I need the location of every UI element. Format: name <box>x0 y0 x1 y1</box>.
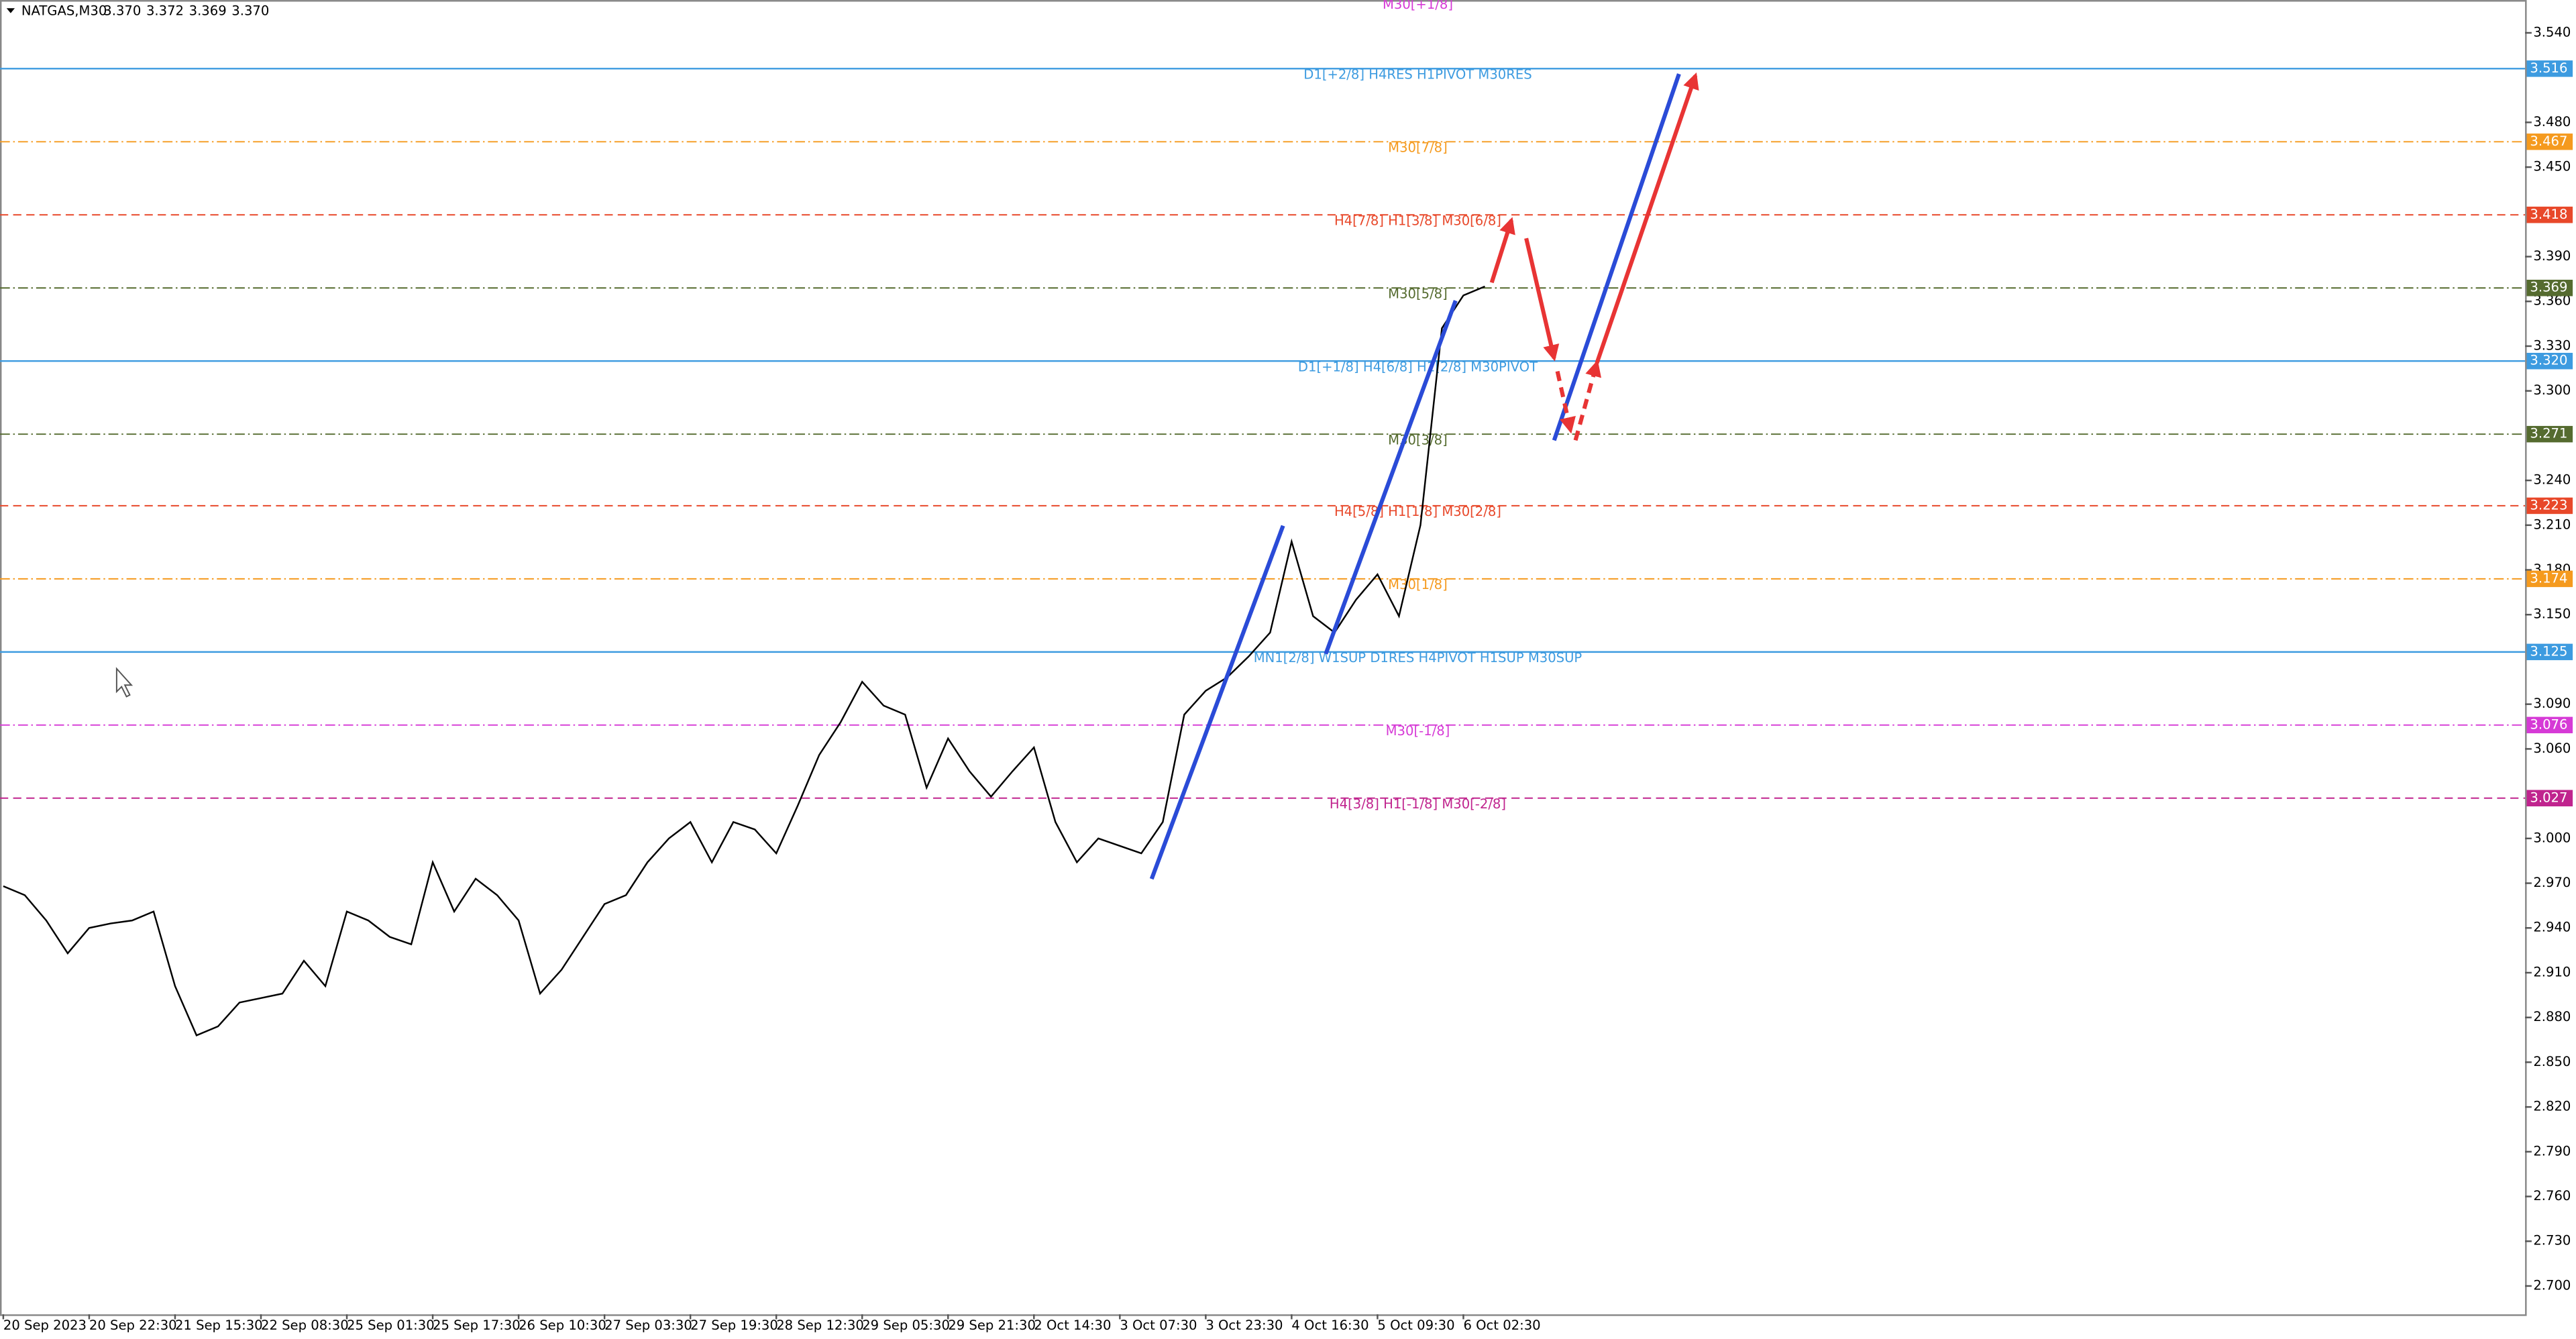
price-label: 3.076 <box>2530 716 2567 732</box>
x-tick-label: 29 Sep 05:30 <box>862 1318 950 1333</box>
y-tick-label: 3.360 <box>2533 293 2571 309</box>
y-tick-label: 3.090 <box>2533 696 2571 711</box>
annotations <box>115 72 1699 880</box>
arrow <box>1595 72 1699 364</box>
y-tick-label: 2.730 <box>2533 1233 2571 1248</box>
price-label: 3.418 <box>2530 207 2567 222</box>
level-label: H4[3/8] H1[-1/8] M30[-2/8] <box>1330 796 1506 812</box>
level-label: D1[+1/8] H4[6/8] H1[2/8] M30PIVOT <box>1298 360 1538 375</box>
x-tick-label: 4 Oct 16:30 <box>1291 1318 1368 1333</box>
level-label: H4[7/8] H1[3/8] M30[6/8] <box>1334 213 1501 229</box>
x-tick-label: 2 Oct 14:30 <box>1034 1318 1111 1333</box>
series <box>3 285 1485 1036</box>
price-label: 3.516 <box>2530 60 2567 76</box>
price-label: 3.174 <box>2530 570 2567 586</box>
axes: 3.540 3.480 3.450 3.390 3.360 3.330 3.300 3.240… <box>2 24 2573 1333</box>
y-tick-label: 3.150 <box>2533 606 2571 622</box>
trend-line <box>1149 525 1285 880</box>
price-label: 3.369 <box>2530 280 2567 295</box>
price-box <box>2526 790 2573 807</box>
price-label: 3.027 <box>2530 790 2567 805</box>
price-box <box>2526 643 2573 661</box>
y-tick-label: 2.850 <box>2533 1054 2571 1069</box>
price-box <box>2526 133 2573 150</box>
y-tick-label: 2.700 <box>2533 1277 2571 1293</box>
x-tick-label: 6 Oct 02:30 <box>1463 1318 1540 1333</box>
y-tick-label: 3.060 <box>2533 741 2571 756</box>
y-tick-label: 3.330 <box>2533 337 2571 353</box>
x-tick-label: 25 Sep 01:30 <box>347 1318 435 1333</box>
price-box <box>2526 279 2573 297</box>
y-tick-label: 2.880 <box>2533 1009 2571 1024</box>
plot-frame <box>0 0 2527 1316</box>
level-label: M30[3/8] <box>1388 432 1448 447</box>
trend-line <box>1324 300 1458 655</box>
x-tick-label: 26 Sep 10:30 <box>519 1318 606 1333</box>
y-tick-label: 2.790 <box>2533 1143 2571 1159</box>
y-tick-label: 2.820 <box>2533 1099 2571 1114</box>
level-label: MN1[2/8] W1SUP D1RES H4PIVOT H1SUP M30SU… <box>1254 650 1582 665</box>
quote: 3.370 <box>231 3 269 19</box>
trend-line <box>1552 73 1681 441</box>
price-label: 3.223 <box>2530 497 2567 513</box>
arrow <box>1573 360 1601 441</box>
arrow <box>1524 237 1560 362</box>
header-arrow <box>6 8 15 13</box>
level-label: D1[+2/8] H4RES H1PIVOT M30RES <box>1303 67 1532 83</box>
arrow <box>1555 370 1576 434</box>
y-tick-label: 2.970 <box>2533 875 2571 890</box>
price-box <box>2526 570 2573 588</box>
x-tick-label: 20 Sep 2023 <box>3 1318 87 1333</box>
levels: D1[+2/8] H4RES H1PIVOT M30RES M30[7/8] H4[… <box>0 67 2526 812</box>
x-tick-label: 29 Sep 21:30 <box>948 1318 1036 1333</box>
level-label: M30[1/8] <box>1388 577 1448 592</box>
x-tick-label: 27 Sep 19:30 <box>690 1318 778 1333</box>
x-tick-label: 3 Oct 23:30 <box>1205 1318 1283 1333</box>
price-box <box>2526 716 2573 734</box>
x-tick-label: 3 Oct 07:30 <box>1120 1318 1197 1333</box>
price-box <box>2526 425 2573 443</box>
y-tick-label: 3.240 <box>2533 472 2571 488</box>
price-label: 3.125 <box>2530 643 2567 659</box>
y-tick-label: 2.760 <box>2533 1188 2571 1203</box>
y-tick-label: 3.000 <box>2533 830 2571 845</box>
level-label: M30[-1/8] <box>1386 723 1450 739</box>
y-tick-label: 3.210 <box>2533 517 2571 532</box>
level-label: M30[5/8] <box>1388 286 1448 302</box>
price-box <box>2526 207 2573 223</box>
y-tick-label: 3.390 <box>2533 248 2571 264</box>
quote: 3.372 <box>146 3 184 19</box>
y-tick-label: 2.910 <box>2533 964 2571 979</box>
quote: 3.369 <box>189 3 227 19</box>
y-tick-label: 3.300 <box>2533 382 2571 398</box>
x-tick-label: 28 Sep 12:30 <box>776 1318 864 1333</box>
symbol: NATGAS,M30 <box>21 3 107 19</box>
price-label: 3.271 <box>2530 426 2567 441</box>
x-tick-label: 5 Oct 09:30 <box>1377 1318 1454 1333</box>
cursor <box>115 667 133 698</box>
y-tick-label: 3.540 <box>2533 24 2571 40</box>
y-tick-label: 3.480 <box>2533 114 2571 129</box>
x-tick-label: 20 Sep 22:30 <box>89 1318 177 1333</box>
x-tick-label: 27 Sep 03:30 <box>604 1318 692 1333</box>
quote: 3.370 <box>103 3 141 19</box>
arrow <box>1489 217 1515 284</box>
price-box <box>2526 60 2573 77</box>
level-label: M30[7/8] <box>1388 140 1448 156</box>
price-box <box>2526 352 2573 370</box>
y-tick-label: 3.450 <box>2533 159 2571 174</box>
price-box <box>2526 497 2573 515</box>
level-label: M30[+1/8] <box>1383 0 1453 12</box>
x-tick-label: 22 Sep 08:30 <box>261 1318 349 1333</box>
x-tick-label: 21 Sep 15:30 <box>175 1318 263 1333</box>
y-tick-label: 2.940 <box>2533 920 2571 935</box>
price-label: 3.320 <box>2530 353 2567 368</box>
x-tick-label: 25 Sep 17:30 <box>433 1318 521 1333</box>
price-line <box>3 285 1485 1036</box>
level-label: H4[5/8] H1[1/8] M30[2/8] <box>1334 504 1501 519</box>
price-label: 3.467 <box>2530 133 2567 149</box>
